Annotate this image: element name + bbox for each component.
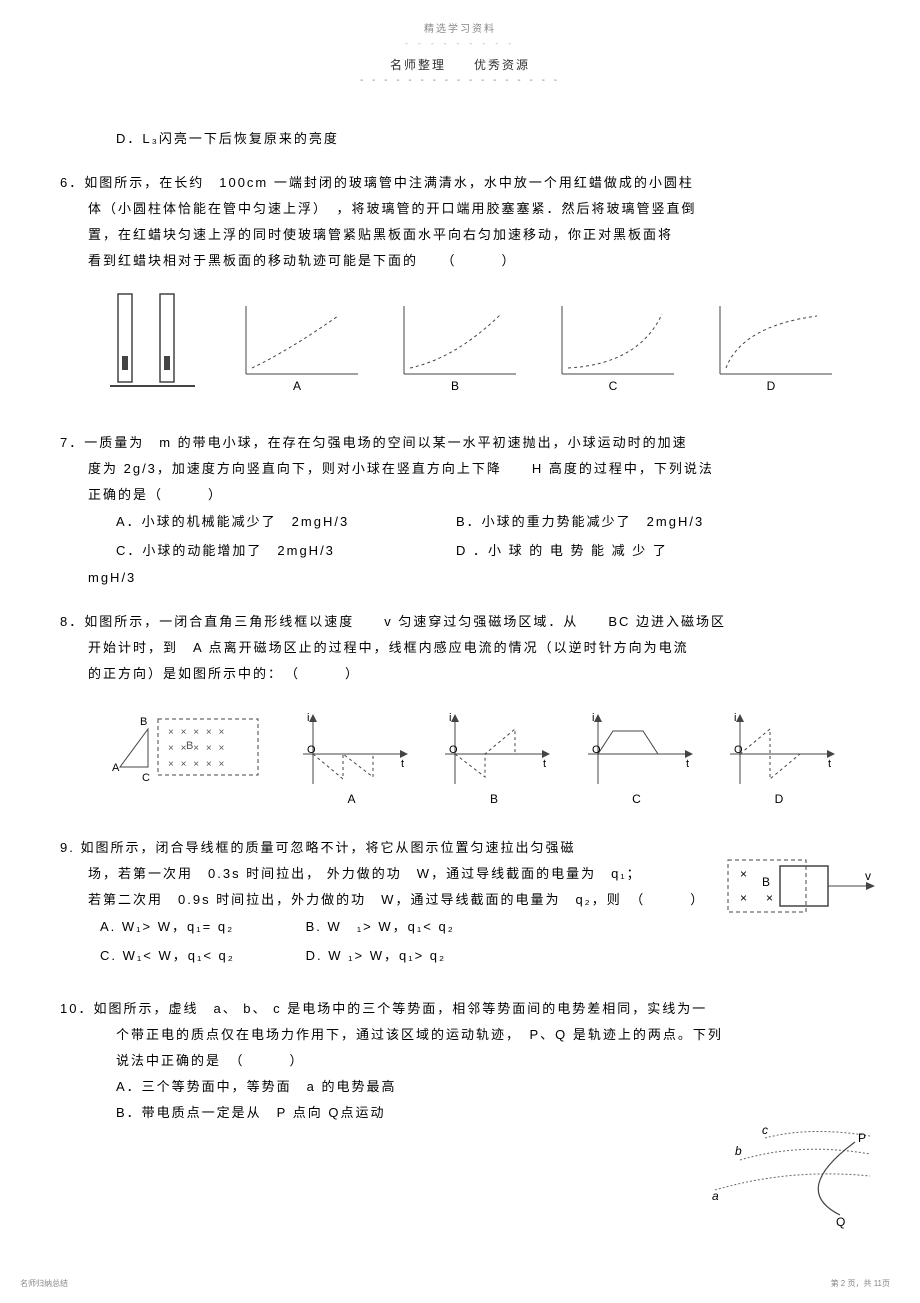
label-b: B <box>451 374 461 398</box>
q8-plot-a: i t O A <box>293 709 413 809</box>
svg-text:×: × <box>740 867 747 881</box>
q9-c: C. W₁< W，q₁< q₂ <box>100 942 300 971</box>
curve-d-icon <box>702 296 842 386</box>
svg-text:B: B <box>140 716 149 728</box>
q9-side-figure: × × × B v <box>720 852 880 925</box>
svg-text:B: B <box>762 875 770 889</box>
footer-left: 名师归纳总结 <box>20 1278 68 1289</box>
q9-b: B. W ₁> W，q₁< q₂ <box>306 919 455 934</box>
svg-text:i: i <box>307 712 311 724</box>
q5-option-d: D．L₃闪亮一下后恢复原来的亮度 <box>60 126 860 152</box>
q9-a: A. W₁> W，q₁= q₂ <box>100 913 300 942</box>
q6-tube-diagram <box>100 286 210 396</box>
q6-l4: 看到红蜡块相对于黑板面的移动轨迹可能是下面的 （ ） <box>60 248 860 274</box>
field-icon: A B C B × × × × × × × × × × × × × × × <box>110 699 270 799</box>
q6-option-a: A <box>228 296 368 396</box>
q7-c: C．小球的动能增加了 2mgH/3 <box>116 537 456 566</box>
q8-label-a: A <box>347 787 357 811</box>
q10-side-figure: a b c P Q <box>710 1120 880 1233</box>
footer-right: 第 2 页，共 11页 <box>831 1278 890 1289</box>
curve-a-icon <box>228 296 368 386</box>
dots-decor: - - - - - - - - - <box>60 39 860 48</box>
question-10: 10．如图所示，虚线 a、 b、 c 是电场中的三个等势面，相邻等势面间的电势差… <box>60 996 860 1126</box>
svg-text:i: i <box>734 712 738 724</box>
svg-text:A: A <box>112 762 121 774</box>
tube-icon <box>100 286 210 396</box>
q6-option-b: B <box>386 296 526 396</box>
plot-d-icon: i t O <box>720 709 840 799</box>
q7-a: A．小球的机械能减少了 2mgH/3 <box>116 508 456 537</box>
sub-header: 名师整理 优秀资源 <box>60 56 860 73</box>
q7-tail: mgH/3 <box>60 565 860 591</box>
svg-text:i: i <box>449 712 453 724</box>
svg-text:×: × <box>740 891 747 905</box>
q8-l3: 的正方向）是如图所示中的： （ ） <box>60 661 860 687</box>
svg-text:O: O <box>734 744 745 756</box>
svg-text:a: a <box>712 1189 719 1203</box>
svg-text:i: i <box>592 712 596 724</box>
dash-decor: - - - - - - - - - - - - - - - - - <box>60 75 860 86</box>
svg-text:c: c <box>762 1123 768 1137</box>
q6-l2: 体（小圆柱体恰能在管中匀速上浮） ，将玻璃管的开口端用胶塞塞紧．然后将玻璃管竖直… <box>60 196 860 222</box>
label-c: C <box>609 374 620 398</box>
svg-text:b: b <box>735 1144 742 1158</box>
q10-l1: 10．如图所示，虚线 a、 b、 c 是电场中的三个等势面，相邻等势面间的电势差… <box>60 996 860 1022</box>
svg-text:Q: Q <box>836 1215 845 1229</box>
question-8: 8．如图所示，一闭合直角三角形线框以速度 v 匀速穿过匀强磁场区域．从 BC 边… <box>60 609 860 817</box>
label-a: A <box>293 374 303 398</box>
equipotential-icon: a b c P Q <box>710 1120 880 1230</box>
q7-b: B．小球的重力势能减少了 2mgH/3 <box>456 508 704 537</box>
q8-label-d: D <box>775 787 786 811</box>
q10-l2: 个带正电的质点仅在电场力作用下，通过该区域的运动轨迹， P、Q 是轨迹上的两点。… <box>60 1022 860 1048</box>
q10-l3: 说法中正确的是 （ ） <box>60 1048 860 1074</box>
label-d: D <box>767 374 778 398</box>
plot-c-icon: i t O <box>578 709 698 799</box>
q8-field-diagram: A B C B × × × × × × × × × × × × × × × <box>110 699 270 809</box>
svg-text:t: t <box>401 758 406 770</box>
svg-text:t: t <box>686 758 691 770</box>
svg-text:O: O <box>449 744 460 756</box>
top-header: 精选学习资料 <box>60 20 860 35</box>
svg-text:v: v <box>865 869 871 883</box>
q7-d: D ．小 球 的 电 势 能 减 少 了 <box>456 537 668 566</box>
q9-d: D. W ₁> W，q₁> q₂ <box>306 948 446 963</box>
svg-text:× × × × ×: × × × × × <box>168 759 226 770</box>
question-6: 6．如图所示，在长约 100cm 一端封闭的玻璃管中注满清水，水中放一个用红蜡做… <box>60 170 860 404</box>
q8-label-c: C <box>632 787 643 811</box>
svg-text:P: P <box>858 1131 866 1145</box>
svg-text:×: × <box>766 891 773 905</box>
plot-b-icon: i t O <box>435 709 555 799</box>
svg-text:t: t <box>828 758 833 770</box>
svg-text:× × × × ×: × × × × × <box>168 727 226 738</box>
q6-option-c: C <box>544 296 684 396</box>
svg-text:O: O <box>307 744 318 756</box>
q6-figures: A B C D <box>60 274 860 404</box>
q6-l3: 置，在红蜡块匀速上浮的同时使玻璃管紧贴黑板面水平向右匀加速移动，你正对黑板面将 <box>60 222 860 248</box>
q10-a: A．三个等势面中，等势面 a 的电势最高 <box>60 1074 860 1100</box>
question-7: 7．一质量为 m 的带电小球，在存在匀强电场的空间以某一水平初速抛出，小球运动时… <box>60 430 860 591</box>
plot-a-icon: i t O <box>293 709 413 799</box>
curve-b-icon <box>386 296 526 386</box>
svg-text:t: t <box>543 758 548 770</box>
svg-text:× × × × ×: × × × × × <box>168 743 226 754</box>
q8-l1: 8．如图所示，一闭合直角三角形线框以速度 v 匀速穿过匀强磁场区域．从 BC 边… <box>60 609 860 635</box>
loop-field-icon: × × × B v <box>720 852 880 922</box>
q8-label-b: B <box>490 787 500 811</box>
curve-c-icon <box>544 296 684 386</box>
svg-text:C: C <box>142 772 152 784</box>
q7-l3: 正确的是（ ） <box>60 482 860 508</box>
q6-l1: 6．如图所示，在长约 100cm 一端封闭的玻璃管中注满清水，水中放一个用红蜡做… <box>60 170 860 196</box>
q8-l2: 开始计时，到 A 点离开磁场区止的过程中，线框内感应电流的情况（以逆时针方向为电… <box>60 635 860 661</box>
q8-plot-b: i t O B <box>435 709 555 809</box>
q8-plot-c: i t O C <box>578 709 698 809</box>
q7-l2: 度为 2g/3，加速度方向竖直向下，则对小球在竖直方向上下降 H 高度的过程中，… <box>60 456 860 482</box>
q8-figures: A B C B × × × × × × × × × × × × × × × i <box>60 687 860 817</box>
q7-l1: 7．一质量为 m 的带电小球，在存在匀强电场的空间以某一水平初速抛出，小球运动时… <box>60 430 860 456</box>
q6-option-d: D <box>702 296 842 396</box>
q8-plot-d: i t O D <box>720 709 840 809</box>
